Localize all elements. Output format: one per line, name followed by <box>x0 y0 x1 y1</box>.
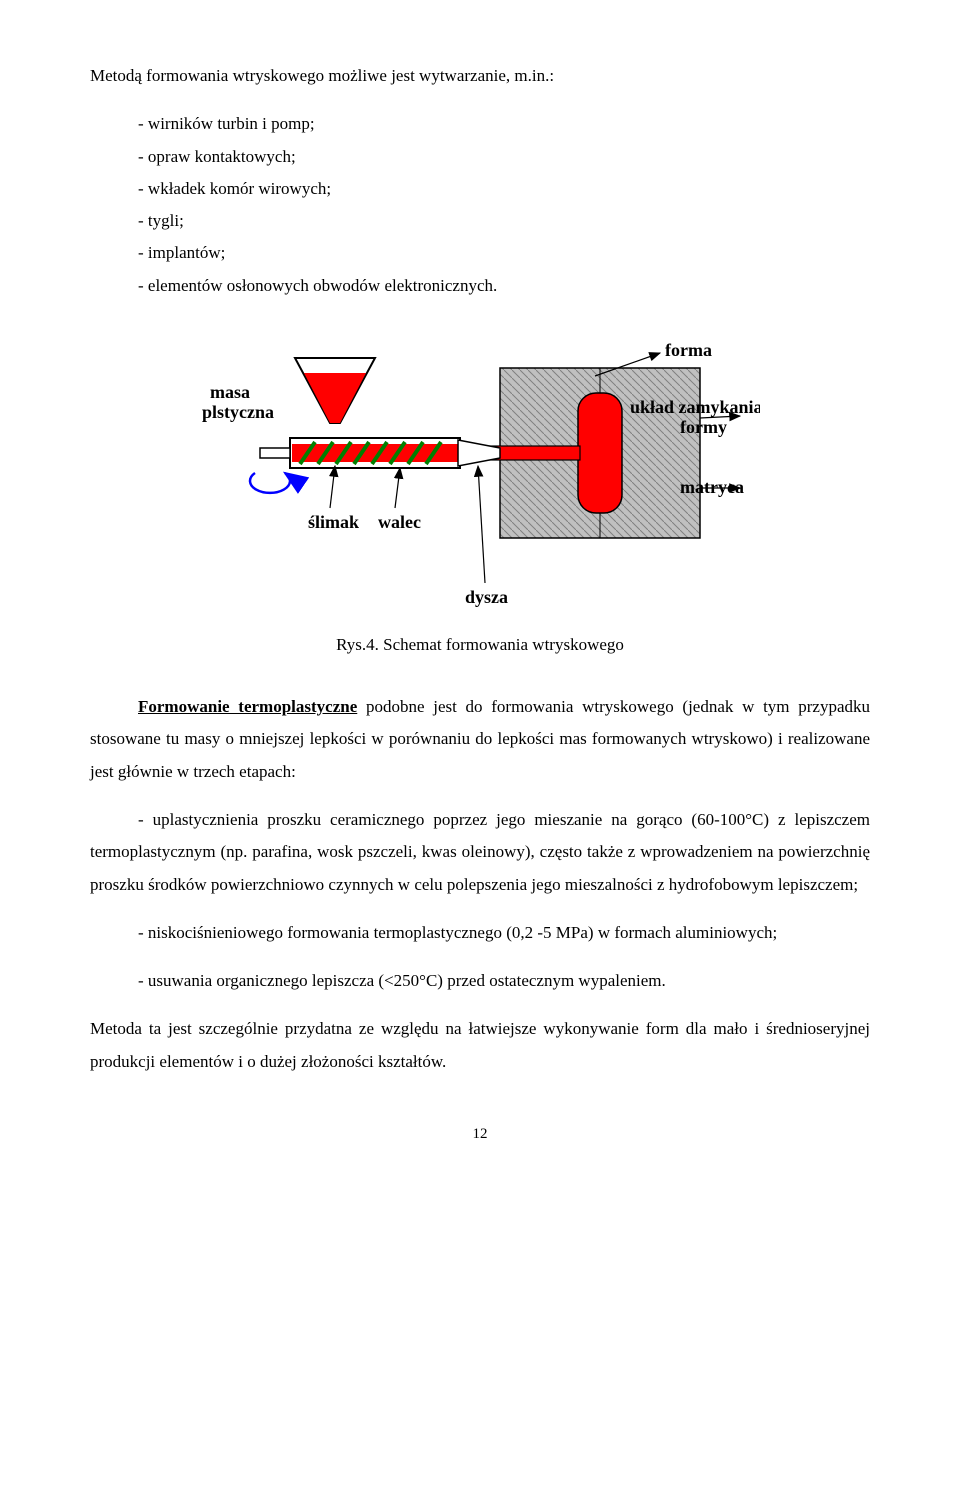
diagram-label-walec: walec <box>378 512 421 532</box>
list-item: - implantów; <box>138 237 870 269</box>
section-paragraph-1: Formowanie termoplastyczne podobne jest … <box>90 691 870 788</box>
section-item-2: - niskociśnieniowego formowania termopla… <box>90 917 870 949</box>
figure: masa plstyczna forma układ zamykania for… <box>90 338 870 623</box>
list-item: - wkładek komór wirowych; <box>138 173 870 205</box>
list-item: - wirników turbin i pomp; <box>138 108 870 140</box>
diagram-label-uklad1: układ zamykania <box>630 397 760 417</box>
diagram-label-uklad2: formy <box>680 417 727 437</box>
diagram-label-dysza: dysza <box>465 587 508 607</box>
list-item: - elementów osłonowych obwodów elektroni… <box>138 270 870 302</box>
injection-molding-diagram: masa plstyczna forma układ zamykania for… <box>200 338 760 618</box>
intro-paragraph: Metodą formowania wtryskowego możliwe je… <box>90 60 870 92</box>
diagram-label-forma: forma <box>665 340 712 360</box>
section-item-3: - usuwania organicznego lepiszcza (<250°… <box>90 965 870 997</box>
section-head: Formowanie termoplastyczne <box>138 697 357 716</box>
section-tail: Metoda ta jest szczególnie przydatna ze … <box>90 1013 870 1078</box>
figure-caption: Rys.4. Schemat formowania wtryskowego <box>90 635 870 655</box>
list-item: - tygli; <box>138 205 870 237</box>
diagram-label-slimak: ślimak <box>308 512 359 532</box>
diagram-label-plstyczna: plstyczna <box>202 402 274 422</box>
page-number: 12 <box>90 1126 870 1143</box>
diagram-label-matryca: matryca <box>680 477 744 497</box>
section-item-1: - uplastycznienia proszku ceramicznego p… <box>90 804 870 901</box>
list-item: - opraw kontaktowych; <box>138 141 870 173</box>
bullet-list: - wirników turbin i pomp; - opraw kontak… <box>90 108 870 302</box>
diagram-label-masa: masa <box>210 382 250 402</box>
